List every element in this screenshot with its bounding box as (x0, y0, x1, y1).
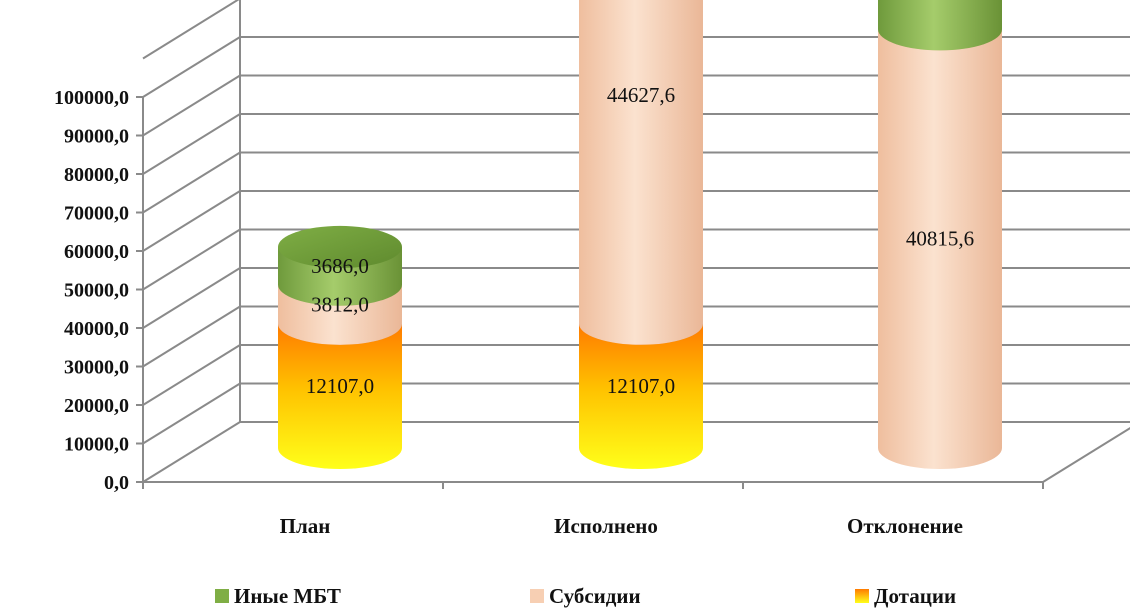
bar-segment (579, 0, 703, 345)
y-tick-label: 30000,0 (64, 357, 129, 379)
floor-right-edge (1042, 427, 1130, 483)
bar-segment (579, 323, 703, 469)
gridline-side (142, 382, 241, 445)
gridline-side (142, 421, 241, 483)
gridline-side (142, 0, 240, 60)
y-tick-label: 40000,0 (64, 318, 129, 340)
bar-segment (878, 29, 1002, 469)
category-label: План (280, 514, 331, 538)
gridline-side (142, 113, 241, 175)
gridline-side (142, 74, 241, 137)
category-label: Исполнено (554, 514, 658, 538)
data-label: 3812,0 (311, 292, 369, 316)
y-tick-label: 60000,0 (64, 241, 129, 263)
legend-swatch (215, 589, 229, 603)
bar-segment (878, 0, 1002, 51)
y-tick-label: 10000,0 (64, 434, 129, 456)
gridline-side (142, 228, 241, 291)
legend-swatch (855, 589, 869, 603)
data-label: 40815,6 (906, 227, 974, 251)
legend: Иные МБТ Субсидии Дотации (215, 584, 956, 608)
data-label: 44627,6 (607, 83, 675, 107)
data-label: 12107,0 (607, 374, 675, 398)
category-labels: План Исполнено Отклонение (280, 514, 963, 538)
bar-segment-top (278, 225, 402, 268)
gridline-side (142, 151, 241, 214)
legend-label: Иные МБТ (234, 584, 341, 608)
y-tick-label: 50000,0 (64, 280, 129, 302)
y-tick-label: 80000,0 (64, 164, 129, 186)
gridline-side (142, 190, 241, 252)
y-axis-ticks: 0,0 10000,0 20000,0 30000,0 40000,0 50000,0 60… (54, 87, 143, 494)
legend-label: Дотации (874, 584, 956, 608)
data-labels: 12107,03812,03686,012107,044627,639462,3… (306, 83, 974, 398)
gridline-side (142, 305, 241, 368)
gridline-side (142, 267, 241, 329)
data-label: 12107,0 (306, 374, 374, 398)
legend-label: Субсидии (549, 584, 641, 608)
legend-swatch (530, 589, 544, 603)
bars (278, 0, 1002, 469)
y-tick-label: 90000,0 (64, 126, 129, 148)
y-tick-label: 100000,0 (54, 87, 129, 109)
bar-segment (278, 323, 402, 469)
y-tick-label: 0,0 (104, 472, 129, 494)
gridline-side (142, 344, 241, 406)
category-label: Отклонение (847, 514, 963, 538)
data-label: 3686,0 (311, 254, 369, 278)
gridline-side (142, 36, 241, 98)
y-tick-label: 70000,0 (64, 203, 129, 225)
y-tick-label: 20000,0 (64, 395, 129, 417)
chart-walls (239, 0, 1130, 483)
